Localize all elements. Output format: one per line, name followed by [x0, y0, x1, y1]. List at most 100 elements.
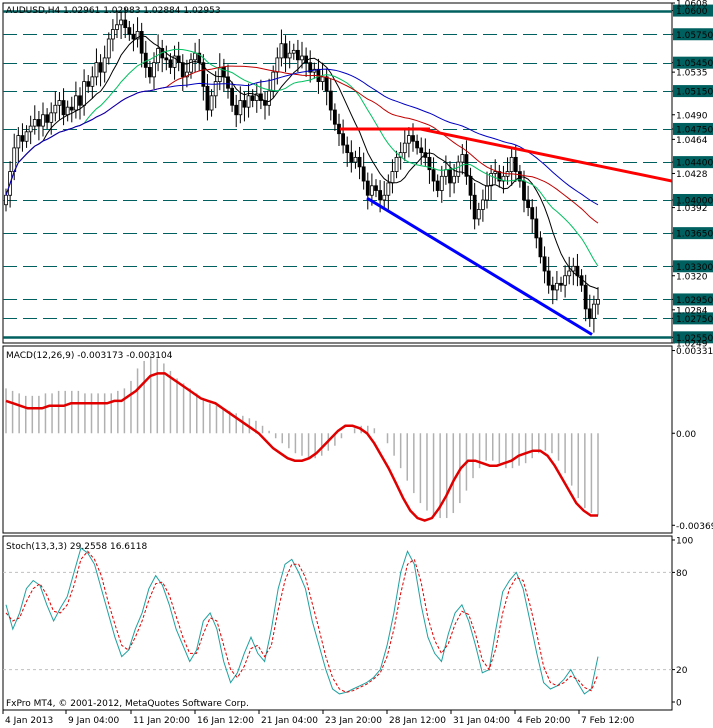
candle-body	[90, 76, 95, 87]
price-tick-label: 1.05450	[676, 59, 713, 69]
candle-body	[328, 90, 333, 111]
price-label-box	[673, 122, 713, 135]
price-frame	[2, 2, 673, 344]
candle-body	[443, 169, 448, 177]
macd-tick-label: -0.00369	[676, 522, 713, 532]
price-tick-label: 1.04750	[676, 125, 713, 135]
price-tick-label: 1.0284	[676, 306, 708, 316]
candle-body	[189, 59, 193, 73]
candle-body	[164, 57, 169, 61]
price-tick-label: 1.0464	[676, 136, 708, 146]
candle-body	[250, 95, 255, 101]
candle-body	[575, 265, 580, 277]
candle-body	[476, 209, 481, 220]
candle-body	[526, 199, 531, 208]
macd-frame	[2, 345, 673, 534]
candle-body	[345, 144, 350, 154]
candle-body	[563, 275, 568, 286]
candle-body	[82, 81, 87, 106]
price-tick-label: 1.04400	[676, 159, 713, 169]
candle-body	[300, 55, 304, 61]
candle-body	[382, 194, 387, 201]
price-label-box	[673, 156, 713, 169]
candle-body	[131, 33, 136, 40]
price-label-box	[673, 227, 713, 240]
price-tick-label: 1.0535	[676, 69, 708, 79]
candle-body	[353, 156, 358, 163]
candle-body	[411, 135, 415, 142]
candle-body	[279, 43, 284, 59]
price-tick-label: 1.03300	[676, 263, 713, 273]
candle-body	[468, 175, 473, 196]
candle-body	[246, 95, 251, 108]
candle-body	[123, 19, 128, 29]
candle-body	[201, 62, 206, 87]
candle-body	[567, 270, 572, 277]
price-label-box	[673, 260, 713, 273]
price-label-box	[673, 4, 713, 17]
x-axis: 4 Jan 2013 9 Jan 04:00 11 Jan 20:00 16 Jan …	[2, 710, 635, 726]
price-tick-label: 1.0320	[676, 272, 708, 282]
x-tick-label: 21 Jan 04:00	[261, 716, 318, 726]
x-tick-label: 11 Jan 20:00	[133, 716, 190, 726]
price-tick-label: 1.0249	[676, 340, 708, 350]
candle-body	[452, 175, 457, 184]
candle-body	[152, 62, 156, 78]
candle-body	[287, 52, 292, 59]
candle-body	[28, 125, 33, 133]
macd-signal-line	[5, 372, 598, 522]
candle-body	[184, 71, 189, 78]
macd-tick-label: 0.00	[676, 430, 696, 440]
candle-body	[530, 207, 535, 220]
candle-body	[94, 62, 99, 78]
candle-body	[135, 31, 140, 40]
candle-body	[205, 85, 210, 111]
candle-body	[115, 24, 119, 30]
price-chart-title: AUDUSD,H4 1.02961 1.02983 1.02884 1.0295…	[6, 6, 221, 16]
x-tick-label: 7 Feb 12:00	[581, 716, 635, 726]
price-tick-label: 1.0600	[676, 7, 708, 17]
candle-body	[295, 49, 300, 61]
stoch-tick-label: 100	[676, 537, 693, 547]
candle-body	[378, 190, 383, 201]
candle-body	[406, 135, 411, 144]
price-tick-label: 1.02950	[676, 296, 713, 306]
candle-body	[374, 185, 378, 191]
candle-body	[497, 171, 502, 182]
price-tick-label: 1.05150	[676, 88, 713, 98]
candle-body	[78, 95, 82, 106]
candle-body	[4, 194, 8, 206]
stoch-tick-label: 0	[676, 699, 682, 709]
x-tick-label: 28 Jan 12:00	[389, 716, 446, 726]
candle-body	[213, 81, 218, 97]
candle-body	[168, 59, 173, 68]
candle-body	[283, 43, 288, 59]
stoch-title: Stoch(13,3,3) 29.2558 16.6118	[6, 542, 147, 552]
trendline	[366, 196, 593, 336]
price-label-box	[673, 312, 713, 325]
candle-body	[57, 100, 62, 106]
candle-body	[16, 135, 21, 149]
candle-body	[596, 299, 600, 305]
x-tick-label: 31 Jan 04:00	[453, 716, 510, 726]
candle-body	[263, 100, 267, 106]
candle-body	[230, 87, 235, 106]
candle-body	[193, 52, 198, 61]
candle-body	[419, 147, 424, 154]
candle-body	[493, 171, 498, 174]
candle-body	[41, 114, 45, 127]
candle-body	[61, 100, 66, 116]
candle-body	[139, 31, 144, 54]
stoch-frame	[2, 535, 673, 711]
candle-body	[456, 161, 461, 177]
moving-average-line	[5, 68, 599, 206]
candle-body	[501, 175, 506, 182]
macd-title: MACD(12,26,9) -0.003173 -0.003104	[6, 351, 173, 361]
candle-body	[559, 282, 563, 286]
price-label-box	[673, 293, 713, 306]
candle-body	[308, 62, 313, 73]
candle-body	[291, 49, 296, 54]
candle-body	[489, 173, 494, 187]
candle-body	[357, 156, 362, 168]
candle-body	[49, 112, 54, 123]
